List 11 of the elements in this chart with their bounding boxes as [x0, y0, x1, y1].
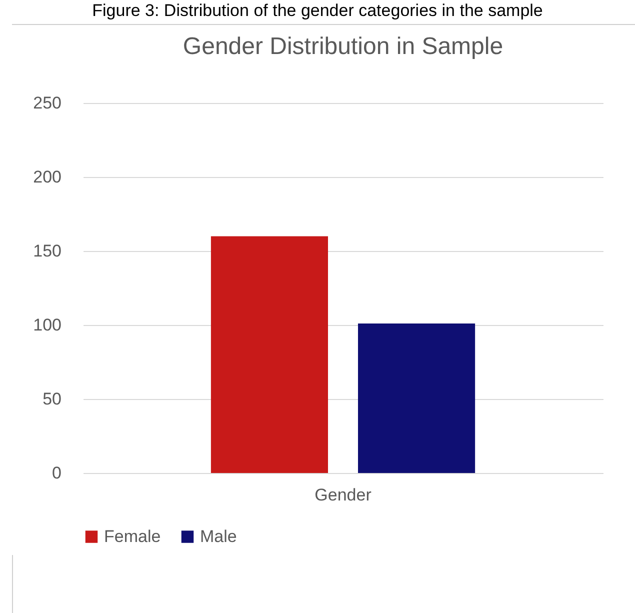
chart-title: Gender Distribution in Sample — [182, 33, 504, 60]
x-tick-label: Gender — [314, 486, 372, 504]
y-tick-label: 150 — [33, 242, 62, 260]
legend-label: Male — [200, 526, 237, 546]
legend-label: Female — [104, 526, 161, 546]
y-tick-label: 50 — [42, 390, 62, 408]
y-tick-label: 0 — [52, 464, 62, 482]
y-tick-label: 250 — [33, 94, 62, 112]
y-tick-label: 200 — [33, 168, 62, 186]
caption: Figure 3: Distribution of the gender categories in the sample — [91, 0, 544, 22]
y-tick-label: 100 — [33, 316, 62, 334]
